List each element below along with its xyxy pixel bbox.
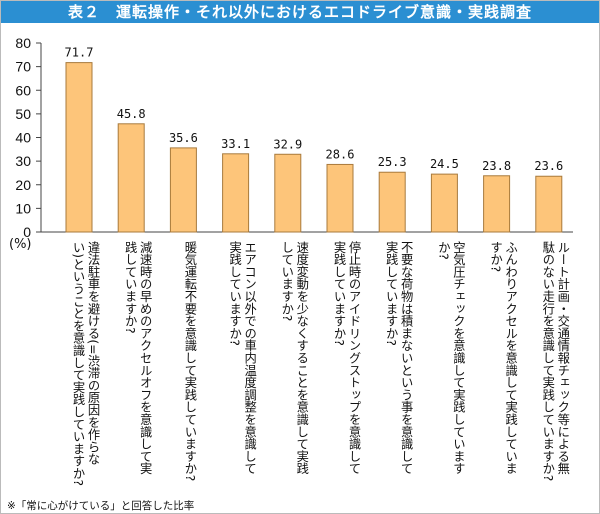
category-label-line: 駄のない走行を意識して実践していますか? bbox=[540, 241, 555, 482]
category-label-line: 不要な荷物は積まないという事を意識して bbox=[399, 241, 414, 475]
data-label: 33.1 bbox=[221, 137, 250, 151]
category-label: ふんわりアクセルを意識して実践していま すか? bbox=[488, 241, 518, 475]
bar bbox=[535, 175, 563, 233]
y-tick-label: 20 bbox=[15, 177, 31, 193]
category-label-line: 実践していますか? bbox=[227, 241, 242, 346]
y-tick-label: 80 bbox=[15, 35, 31, 51]
bar bbox=[483, 175, 511, 233]
category-label-line: していますか? bbox=[279, 241, 294, 322]
data-label: 24.5 bbox=[430, 157, 459, 171]
chart-title: 表２ 運転操作・それ以外におけるエコドライブ意識・実践調査 bbox=[1, 1, 599, 23]
bar bbox=[65, 62, 93, 233]
bar bbox=[326, 163, 354, 233]
data-label: 23.6 bbox=[534, 159, 563, 173]
category-label-line: 実践していますか? bbox=[384, 241, 399, 346]
category-label: 速度変動を少なくすることを意識して実践 していますか? bbox=[279, 241, 309, 475]
category-label-line: 違法駐車を避ける(=渋滞の原因を作らな bbox=[86, 241, 100, 466]
data-label: 45.8 bbox=[117, 107, 146, 121]
category-label-line: エアコン以外での車内温度調整を意識して bbox=[242, 241, 257, 475]
category-label-line: ルート計画・交通情報チェック等による無 bbox=[555, 241, 570, 475]
bar bbox=[222, 153, 250, 233]
bar bbox=[378, 171, 406, 233]
category-label-line: 実践していますか? bbox=[332, 241, 346, 346]
data-label: 25.3 bbox=[378, 155, 407, 169]
bar bbox=[117, 123, 145, 233]
category-label-line: 減速時の早めのアクセルオフを意識して実 bbox=[138, 241, 153, 475]
y-tick-label: 40 bbox=[15, 130, 31, 146]
category-label: 空気圧チェックを意識して実践しています か? bbox=[435, 241, 465, 475]
y-tick-label: 30 bbox=[15, 153, 31, 169]
category-label-line: い)ということを意識して実践していますか? bbox=[71, 241, 85, 487]
category-label-line: 空気圧チェックを意識して実践しています bbox=[451, 241, 466, 475]
bar bbox=[274, 153, 302, 233]
category-label-line: 暖気運転不要を意識して実践していますか? bbox=[182, 241, 197, 482]
y-tick-label: 0 bbox=[23, 224, 31, 240]
category-label: 暖気運転不要を意識して実践していますか? bbox=[182, 241, 197, 481]
category-label-line: 践していますか? bbox=[123, 241, 138, 334]
category-label: エアコン以外での車内温度調整を意識して 実践していますか? bbox=[227, 241, 257, 475]
category-label: 停止時のアイドリングストップを意識して 実践していますか? bbox=[331, 241, 361, 475]
y-tick-label: 60 bbox=[15, 82, 31, 98]
category-label: ルート計画・交通情報チェック等による無 駄のない走行を意識して実践していますか? bbox=[540, 241, 570, 481]
data-label: 28.6 bbox=[326, 147, 355, 161]
bar bbox=[169, 147, 197, 233]
category-label: 不要な荷物は積まないという事を意識して 実践していますか? bbox=[383, 241, 413, 475]
category-label-line: 速度変動を少なくすることを意識して実践 bbox=[294, 241, 309, 475]
category-label: 違法駐車を避ける(=渋滞の原因を作らな い)ということを意識して実践していますか? bbox=[70, 241, 100, 486]
category-label-line: すか? bbox=[488, 241, 503, 273]
y-tick-label: 10 bbox=[15, 200, 31, 216]
y-axis-unit: (%) bbox=[9, 237, 32, 252]
data-label: 71.7 bbox=[65, 46, 94, 60]
data-label: 35.6 bbox=[169, 131, 198, 145]
bar-chart: 0 10 20 30 40 50 60 70 80 71.7 45.8 35.6 33.1 32.9 28.… bbox=[15, 35, 573, 240]
data-label: 23.8 bbox=[482, 159, 511, 173]
category-label-line: か? bbox=[436, 241, 451, 260]
category-label-line: ふんわりアクセルを意識して実践していま bbox=[503, 241, 518, 475]
footnote: ※「常に心がけている」と回答した比率 bbox=[7, 500, 195, 512]
y-tick-label: 50 bbox=[15, 106, 31, 122]
bar bbox=[430, 173, 458, 233]
category-label: 減速時の早めのアクセルオフを意識して実 践していますか? bbox=[122, 241, 152, 475]
y-tick-label: 70 bbox=[15, 59, 31, 75]
data-label: 32.9 bbox=[273, 137, 302, 151]
category-label-line: 停止時のアイドリングストップを意識して bbox=[347, 241, 361, 475]
